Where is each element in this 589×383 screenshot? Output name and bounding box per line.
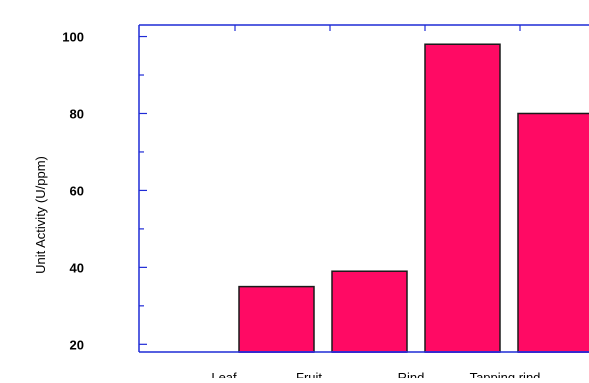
x-tick-label-3: Tapping rind (470, 370, 541, 378)
x-tick-label-1: Fruit (296, 370, 322, 378)
bars-layer (238, 43, 589, 353)
y-tick-label-40: 40 (70, 260, 84, 275)
y-tick-label-20: 20 (70, 337, 84, 352)
y-axis-label: Unit Activity (U/ppm) (33, 156, 48, 274)
x-tick-label-2: Rind (398, 370, 425, 378)
bar-3 (424, 43, 501, 353)
bar-2 (331, 270, 408, 353)
axis-layer (138, 24, 589, 353)
bar-4 (517, 112, 589, 353)
y-tick-label-80: 80 (70, 106, 84, 121)
y-tick-label-60: 60 (70, 183, 84, 198)
y-tick-label-100: 100 (62, 30, 84, 45)
bar-1 (238, 285, 315, 353)
x-tick-label-0: Leaf (211, 370, 237, 378)
